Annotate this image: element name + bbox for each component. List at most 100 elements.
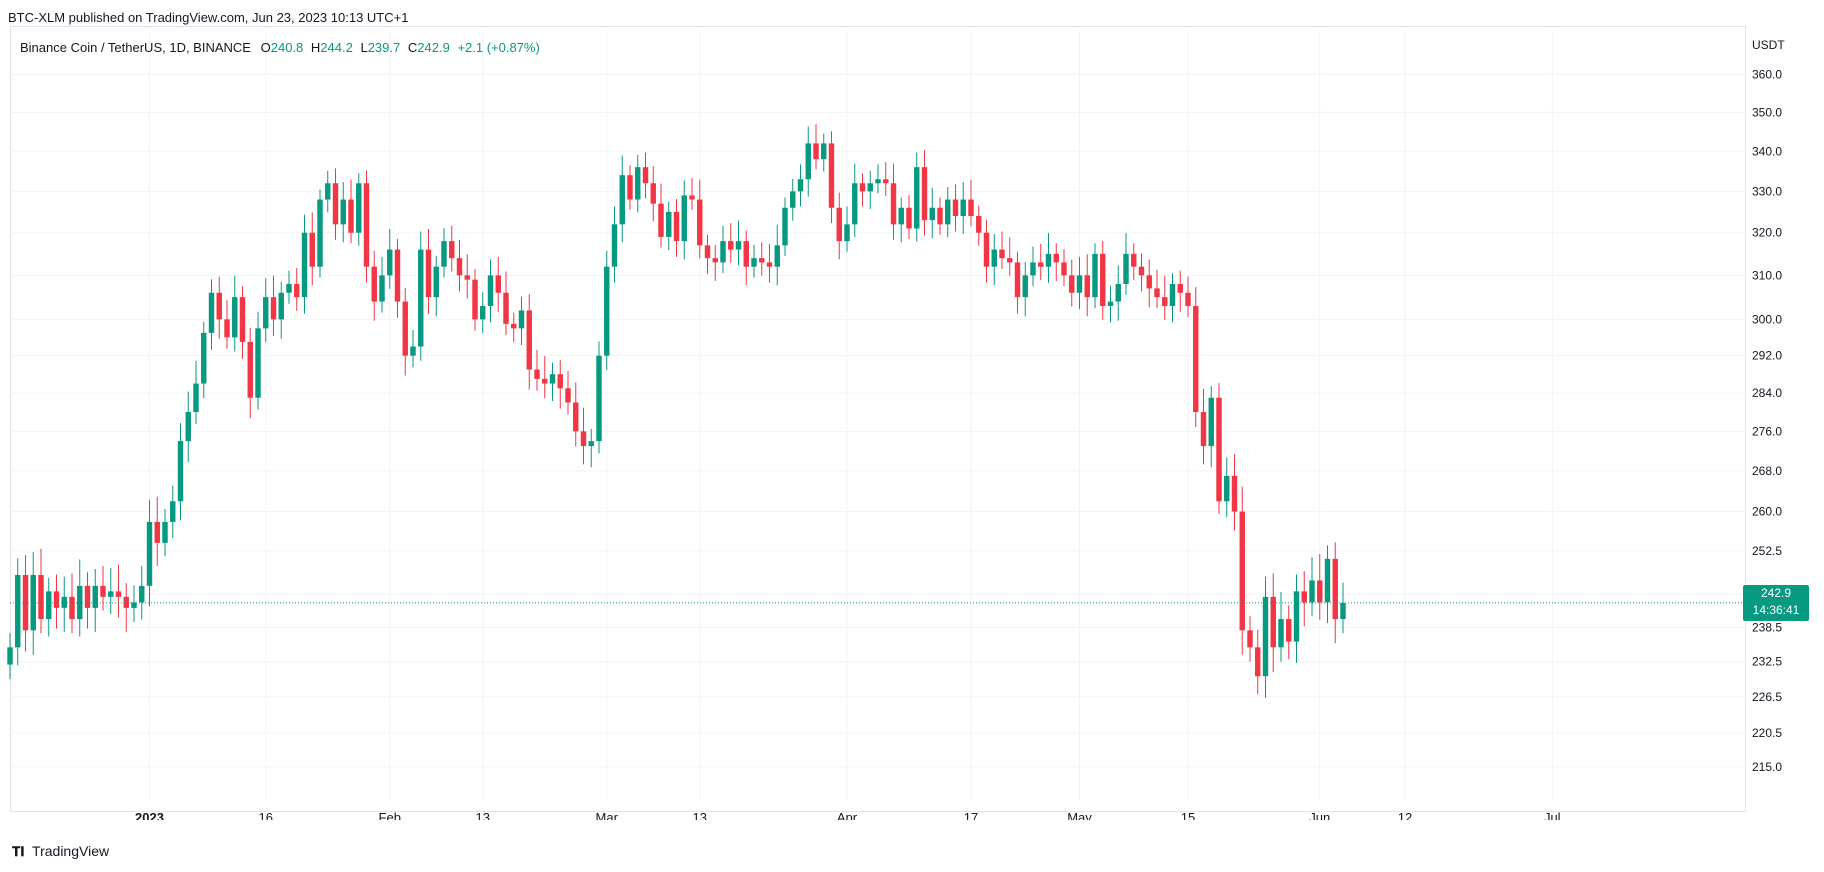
candle-body [247, 341, 253, 398]
candle-body [433, 266, 439, 298]
open-key: O [260, 40, 271, 55]
candle-body [84, 585, 91, 608]
candle-body [325, 183, 331, 200]
candle-body [596, 355, 602, 442]
candle-body [782, 207, 788, 246]
candle-body [565, 388, 571, 403]
candle-body [379, 275, 385, 302]
currency-label: USDT [1752, 38, 1785, 52]
candle-body [937, 207, 943, 225]
candle-body [332, 183, 339, 225]
candle-body [766, 262, 773, 267]
candle-body [1324, 558, 1331, 603]
candle-body [797, 179, 804, 192]
candle-body [216, 292, 222, 320]
candle-body [1014, 262, 1021, 298]
candle-body [681, 195, 687, 242]
candle-body [875, 179, 881, 184]
candle-body [239, 297, 246, 342]
x-tick-label: May [1067, 810, 1092, 820]
candle-body [92, 585, 98, 608]
candle-body [286, 284, 292, 293]
candle-body [317, 199, 323, 267]
candle-body [1332, 558, 1338, 620]
candle-body [69, 596, 75, 620]
candle-body [604, 266, 610, 356]
last-price-badge: 242.9 14:36:41 [1743, 584, 1809, 621]
candle-body [1069, 275, 1075, 293]
x-tick-label: 15 [1181, 810, 1195, 820]
y-tick-label: 232.5 [1752, 655, 1782, 669]
candle-body [642, 167, 649, 184]
candle-body [387, 249, 393, 276]
candle-body [270, 297, 277, 320]
candle-body [898, 207, 904, 225]
low-key: L [360, 40, 368, 55]
candle-body [255, 328, 261, 398]
x-tick-label: Apr [837, 810, 858, 820]
candle-body [1030, 262, 1036, 276]
x-tick-label: 16 [259, 810, 273, 820]
candle-body [1100, 253, 1106, 307]
candle-body [232, 297, 238, 338]
candle-body [1193, 306, 1199, 413]
brand-name: TradingView [32, 843, 110, 859]
candle-body [53, 591, 60, 608]
x-tick-label: 17 [964, 810, 978, 820]
candle-body [1084, 275, 1090, 298]
candle-body [821, 143, 827, 160]
candle-body [976, 216, 982, 233]
candle-body [441, 241, 447, 267]
candle-body [1115, 284, 1121, 302]
candlestick-chart[interactable]: 215.0220.5226.5232.5238.5244.5252.5260.0… [0, 0, 1824, 820]
candle-body [743, 241, 749, 267]
candle-body [301, 232, 308, 298]
y-tick-label: 300.0 [1752, 312, 1782, 326]
candle-body [503, 292, 509, 324]
candle-body [712, 258, 718, 263]
candle-body [1286, 619, 1292, 642]
candle-body [185, 412, 191, 442]
candle-body [294, 284, 300, 298]
candle-body [1022, 275, 1028, 298]
candle-body [456, 258, 463, 276]
candle-body [1239, 511, 1245, 631]
candle-body [371, 266, 377, 302]
chart-pane[interactable] [10, 26, 1746, 812]
candle-body [170, 501, 176, 522]
open-value: 240.8 [270, 40, 304, 55]
high-value: 244.2 [320, 40, 353, 55]
candle-body [542, 378, 548, 384]
candle-body [1185, 292, 1191, 307]
y-tick-label: 350.0 [1752, 105, 1782, 119]
candle-body [945, 199, 951, 225]
candle-body [921, 167, 928, 221]
y-tick-label: 220.5 [1752, 726, 1782, 740]
candle-body [1270, 596, 1276, 648]
candle-body [914, 167, 920, 229]
candle-body [573, 402, 579, 432]
candle-body [1123, 253, 1129, 285]
candle-body [836, 207, 842, 242]
candle-body [991, 249, 997, 267]
y-tick-label: 310.0 [1752, 268, 1782, 282]
candle-body [1138, 266, 1145, 276]
y-tick-label: 215.0 [1752, 760, 1782, 774]
candle-body [735, 241, 742, 250]
candle-body [728, 241, 734, 250]
x-tick-label: 13 [476, 810, 490, 820]
candle-body [852, 183, 858, 225]
candle-body [751, 258, 757, 267]
x-tick-label: Jul [1544, 810, 1561, 820]
x-tick-label: 13 [693, 810, 707, 820]
candle-body [1177, 284, 1183, 293]
change-value: +2.1 (+0.87%) [457, 40, 540, 55]
candle-body [146, 521, 153, 586]
y-tick-label: 340.0 [1752, 144, 1782, 158]
candle-body [394, 249, 401, 302]
candle-body [1309, 580, 1315, 603]
candle-body [108, 591, 114, 597]
candle-body [1007, 258, 1013, 263]
footer-branding[interactable]: 𝐓𝐈 TradingView [12, 843, 109, 860]
candle-body [518, 310, 525, 329]
